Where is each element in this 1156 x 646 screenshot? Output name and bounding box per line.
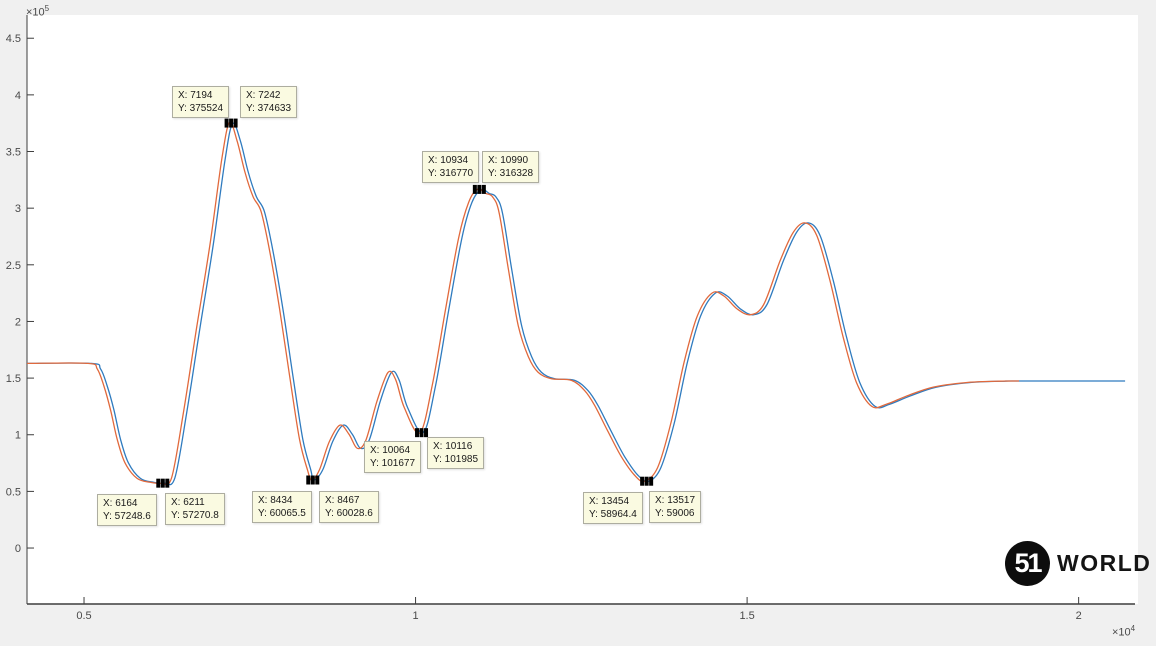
51world-logo: 51 WORLD <box>1005 541 1151 586</box>
datatip-marker[interactable] <box>310 475 315 485</box>
datatip-marker[interactable] <box>229 118 234 128</box>
datatip-x-value: X: 13517 <box>655 495 696 506</box>
datatip-x-value: X: 8434 <box>258 495 293 506</box>
datatip-y-value: Y: 60028.6 <box>325 508 373 519</box>
y-tick-label: 2.5 <box>6 260 21 272</box>
datatip-y-value: Y: 60065.5 <box>258 508 306 519</box>
datatip-box[interactable]: X: 8467 Y: 60028.6 <box>319 491 379 523</box>
datatip-box[interactable]: X: 10064 Y: 101677 <box>364 441 422 473</box>
datatip-marker[interactable] <box>315 475 320 485</box>
x-tick-label: 1 <box>413 610 419 622</box>
datatip-box[interactable]: X: 6164 Y: 57248.6 <box>97 494 157 526</box>
datatip-y-value: Y: 101677 <box>370 458 416 469</box>
datatip-box[interactable]: X: 10116 Y: 101985 <box>427 437 485 469</box>
y-tick-label: 4.5 <box>6 33 21 45</box>
datatip-box[interactable]: X: 13454 Y: 58964.4 <box>583 492 643 524</box>
51world-badge-icon: 51 <box>1005 541 1050 586</box>
x-tick-label: 1.5 <box>739 610 754 622</box>
y-tick-label: 2 <box>15 316 21 328</box>
datatip-box[interactable]: X: 6211 Y: 57270.8 <box>165 493 225 525</box>
datatip-marker[interactable] <box>224 118 229 128</box>
datatip-box[interactable]: X: 10990 Y: 316328 <box>482 151 540 183</box>
datatip-x-value: X: 8467 <box>325 495 360 506</box>
y-tick-label: 0.5 <box>6 486 21 498</box>
datatip-x-value: X: 6211 <box>171 497 205 508</box>
y-tick-label: 4 <box>15 90 21 102</box>
datatip-box[interactable]: X: 8434 Y: 60065.5 <box>252 491 312 523</box>
datatip-x-value: X: 7242 <box>246 90 281 101</box>
datatip-box[interactable]: X: 13517 Y: 59006 <box>649 491 702 523</box>
51world-wordmark: WORLD <box>1057 550 1152 576</box>
datatip-x-value: X: 7194 <box>178 90 213 101</box>
datatip-marker[interactable] <box>644 476 649 486</box>
datatip-marker[interactable] <box>160 478 165 488</box>
datatip-y-value: Y: 316770 <box>428 168 474 179</box>
datatip-y-value: Y: 59006 <box>655 508 695 519</box>
datatip-x-value: X: 10934 <box>428 155 469 166</box>
datatip-y-value: Y: 101985 <box>433 454 479 465</box>
datatip-x-value: X: 10064 <box>370 445 411 456</box>
datatip-marker[interactable] <box>477 184 482 194</box>
y-tick-label: 1 <box>15 430 21 442</box>
y-axis-exponent: ×105 <box>26 4 50 19</box>
datatip-marker[interactable] <box>472 184 477 194</box>
datatip-marker[interactable] <box>649 476 654 486</box>
y-tick-label: 3.5 <box>6 147 21 159</box>
datatip-box[interactable]: X: 7194 Y: 375524 <box>172 86 230 118</box>
datatip-y-value: Y: 57270.8 <box>171 510 219 521</box>
datatip-box[interactable]: X: 7242 Y: 374633 <box>240 86 298 118</box>
curve-signal-orange[interactable] <box>26 121 1020 486</box>
datatip-marker[interactable] <box>481 184 486 194</box>
datatip-marker[interactable] <box>156 478 161 488</box>
datatip-box[interactable]: X: 10934 Y: 316770 <box>422 151 480 183</box>
datatip-x-value: X: 6164 <box>103 498 138 509</box>
y-tick-label: 1.5 <box>6 373 21 385</box>
datatip-y-value: Y: 57248.6 <box>103 511 151 522</box>
datatip-y-value: Y: 375524 <box>178 103 224 114</box>
x-tick-label: 2 <box>1076 610 1082 622</box>
datatip-y-value: Y: 316328 <box>488 168 534 179</box>
datatip-marker[interactable] <box>419 428 424 438</box>
datatip-y-value: Y: 58964.4 <box>589 509 637 520</box>
curve-signal-blue[interactable] <box>26 122 1126 486</box>
datatip-x-value: X: 10116 <box>433 441 473 452</box>
y-tick-label: 3 <box>15 203 21 215</box>
datatip-x-value: X: 10990 <box>488 155 529 166</box>
datatip-y-value: Y: 374633 <box>246 103 292 114</box>
datatip-marker[interactable] <box>306 475 311 485</box>
datatip-marker[interactable] <box>165 478 170 488</box>
datatip-marker[interactable] <box>640 476 645 486</box>
datatip-x-value: X: 13454 <box>589 496 630 507</box>
datatip-marker[interactable] <box>233 118 238 128</box>
datatip-marker[interactable] <box>415 428 420 438</box>
datatip-marker[interactable] <box>424 428 429 438</box>
x-tick-label: 0.5 <box>76 610 91 622</box>
x-axis-exponent: ×104 <box>1112 624 1136 639</box>
y-tick-label: 0 <box>15 543 21 555</box>
